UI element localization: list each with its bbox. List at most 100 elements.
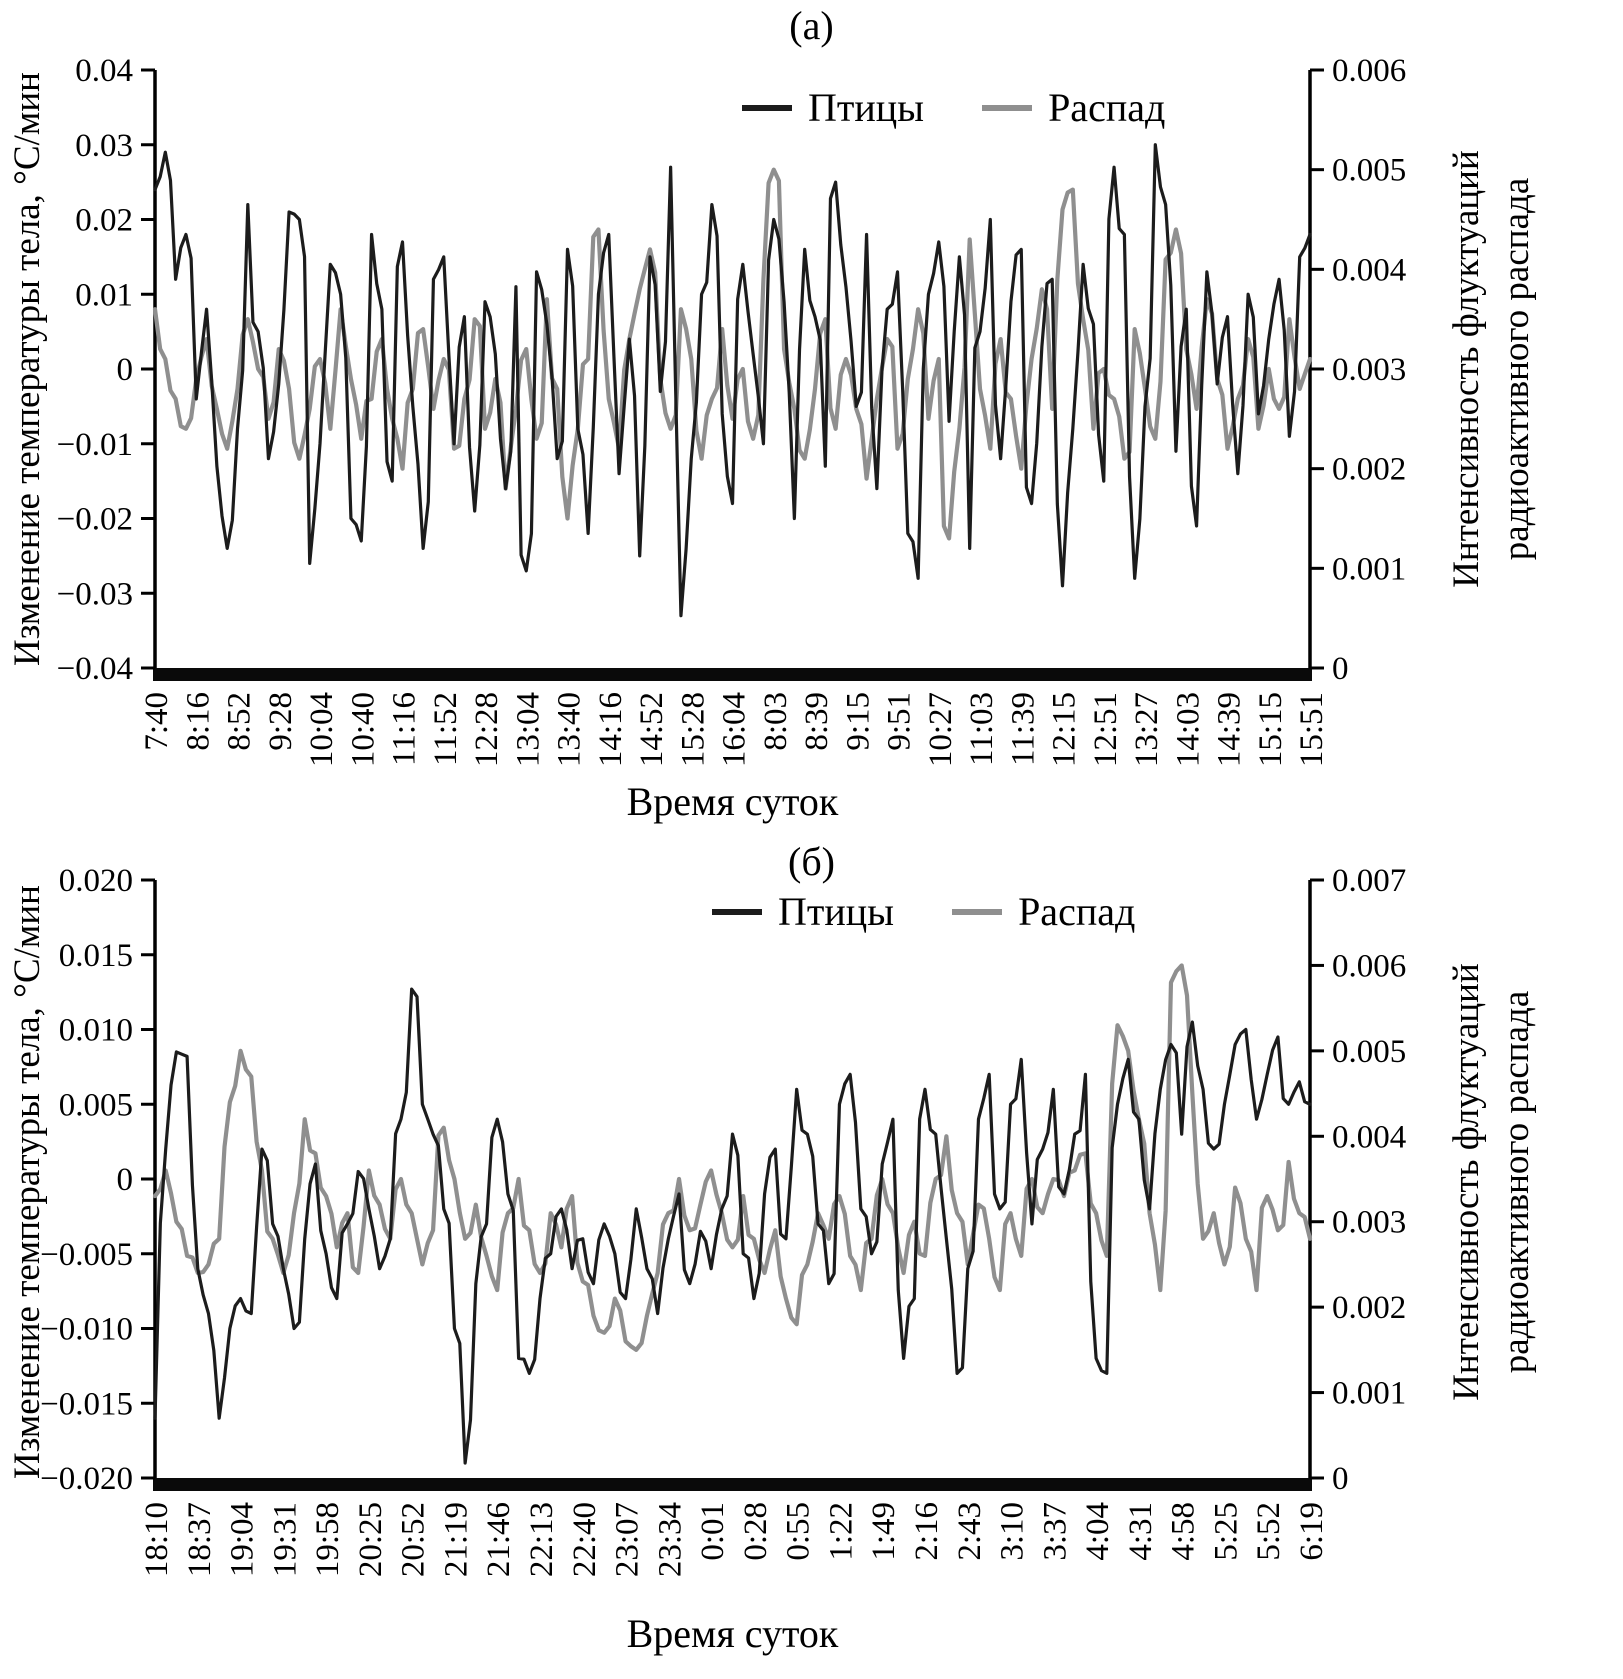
x-tick-label: 13:40 — [552, 692, 588, 767]
chart-a-plot: 0.04 0.03 0.02 0.01 0 −0.01 −0.02 −0.03 −0.04 0.0… — [57, 53, 1407, 767]
right-tick-label: 0.001 — [1332, 551, 1406, 587]
left-tick-label: 0.01 — [75, 277, 133, 313]
axes: 0.04 0.03 0.02 0.01 0 −0.01 −0.02 −0.03 −0.04 0.0… — [57, 53, 1407, 767]
decay-line-swatch — [952, 908, 1003, 915]
legend-item-birds: Птицы — [712, 888, 894, 935]
x-tick-label: 13:27 — [1129, 692, 1165, 767]
chart-a-title: (а) — [789, 3, 834, 48]
x-tick-label: 14:16 — [593, 692, 629, 767]
x-tick-label: 8:39 — [799, 692, 835, 751]
legend-item-decay: Распад — [952, 888, 1135, 935]
right-tick-label: 0.003 — [1332, 352, 1406, 388]
left-tick-label: 0.005 — [59, 1087, 133, 1123]
birds-line-swatch — [742, 104, 792, 111]
right-tick-label: 0 — [1332, 651, 1349, 687]
x-tick-label: 10:04 — [304, 692, 340, 767]
x-tick-label: 22:13 — [524, 1502, 560, 1577]
x-tick-label: 9:15 — [840, 692, 876, 751]
x-tick-label: 19:04 — [225, 1502, 261, 1577]
decay-line-swatch — [982, 104, 1033, 111]
right-tick-label: 0.002 — [1332, 452, 1406, 488]
right-tick-label: 0.002 — [1332, 1290, 1406, 1326]
left-tick-label: −0.015 — [40, 1386, 133, 1422]
right-tick-label: 0 — [1332, 1461, 1349, 1497]
left-tick-label: −0.01 — [57, 427, 133, 463]
series-decay-line — [152, 963, 1313, 1352]
x-tick-label: 10:40 — [345, 692, 381, 767]
chart-b-legend: Птицы Распад — [712, 888, 1135, 935]
series-temperature-line — [153, 987, 1312, 1465]
x-tick-label: 21:19 — [438, 1502, 474, 1577]
x-axis-bar — [153, 1478, 1312, 1491]
x-tick-label: 18:37 — [182, 1502, 218, 1577]
right-tick-label: 0.007 — [1332, 863, 1406, 899]
right-tick-label: 0.006 — [1332, 53, 1406, 89]
x-tick-label: 2:16 — [909, 1502, 945, 1561]
series-temperature-line — [153, 143, 1312, 618]
x-tick-label: 1:49 — [866, 1502, 902, 1561]
x-tick-label: 6:19 — [1294, 1502, 1330, 1561]
x-tick-label: 23:34 — [652, 1502, 688, 1577]
x-tick-label: 3:37 — [1037, 1502, 1073, 1561]
x-tick-label: 11:39 — [1005, 692, 1041, 766]
birds-line-swatch — [712, 908, 762, 915]
legend-label-decay: Распад — [1018, 889, 1136, 934]
x-tick-label: 19:31 — [267, 1502, 303, 1577]
x-tick-label: 15:28 — [675, 692, 711, 767]
x-tick-label: 15:51 — [1294, 692, 1330, 767]
x-tick-label: 1:22 — [823, 1502, 859, 1561]
right-tick-label: 0.006 — [1332, 948, 1406, 984]
right-tick-label: 0.005 — [1332, 153, 1406, 189]
legend-label-birds: Птицы — [778, 889, 895, 934]
x-tick-label: 9:28 — [263, 692, 299, 751]
x-tick-label: 5:52 — [1251, 1502, 1287, 1561]
left-tick-label: 0.03 — [75, 128, 133, 164]
legend-label-decay: Распад — [1048, 85, 1166, 130]
x-tick-label: 15:15 — [1253, 692, 1289, 767]
chart-b-plot: 0.020 0.015 0.010 0.005 0 −0.005 −0.010 −0.015 −… — [40, 863, 1406, 1577]
x-tick-label: 0:55 — [781, 1502, 817, 1561]
left-tick-label: −0.03 — [57, 576, 133, 612]
chart-a: (а) Изменение температуры тела, °С/мин И… — [0, 0, 1623, 830]
x-tick-label: 4:58 — [1166, 1502, 1202, 1561]
axes: 0.020 0.015 0.010 0.005 0 −0.005 −0.010 −0.015 −… — [40, 863, 1406, 1577]
x-tick-label: 14:03 — [1170, 692, 1206, 767]
right-tick-label: 0.005 — [1332, 1034, 1406, 1070]
x-tick-label: 11:52 — [428, 692, 464, 766]
x-tick-label: 22:40 — [567, 1502, 603, 1577]
left-tick-label: 0.020 — [59, 863, 133, 899]
x-tick-label: 12:28 — [469, 692, 505, 767]
x-tick-label: 10:27 — [923, 692, 959, 767]
x-tick-label: 0:28 — [738, 1502, 774, 1561]
x-tick-label: 5:25 — [1208, 1502, 1244, 1561]
x-tick-label: 2:43 — [952, 1502, 988, 1561]
x-tick-label: 8:16 — [180, 692, 216, 751]
x-tick-label: 14:39 — [1212, 692, 1248, 767]
right-tick-label: 0.001 — [1332, 1376, 1406, 1412]
x-tick-label: 16:04 — [717, 692, 753, 767]
x-tick-label: 20:25 — [353, 1502, 389, 1577]
x-tick-label: 23:07 — [610, 1502, 646, 1577]
left-tick-label: 0.04 — [75, 53, 133, 89]
x-tick-label: 12:51 — [1088, 692, 1124, 767]
x-tick-label: 4:31 — [1123, 1502, 1159, 1561]
left-tick-label: 0.015 — [59, 938, 133, 974]
legend-label-birds: Птицы — [808, 85, 925, 130]
x-tick-label: 20:52 — [396, 1502, 432, 1577]
chart-b: (б) Изменение температуры тела, °С/мин И… — [0, 830, 1623, 1679]
left-tick-label: −0.020 — [40, 1461, 133, 1497]
left-tick-label: −0.005 — [40, 1237, 133, 1273]
right-tick-label: 0.004 — [1332, 1119, 1406, 1155]
left-tick-label: 0 — [117, 1162, 134, 1198]
legend-item-decay: Распад — [982, 84, 1165, 131]
x-tick-label: 9:51 — [882, 692, 918, 751]
x-tick-label: 4:04 — [1080, 1502, 1116, 1561]
x-tick-label: 13:04 — [510, 692, 546, 767]
x-tick-label: 21:46 — [481, 1502, 517, 1577]
x-tick-label: 7:40 — [139, 692, 175, 751]
series-decay-line — [152, 167, 1313, 541]
legend-item-birds: Птицы — [742, 84, 924, 131]
left-tick-label: 0.010 — [59, 1013, 133, 1049]
x-tick-label: 8:03 — [758, 692, 794, 751]
x-tick-label: 8:52 — [222, 692, 258, 751]
